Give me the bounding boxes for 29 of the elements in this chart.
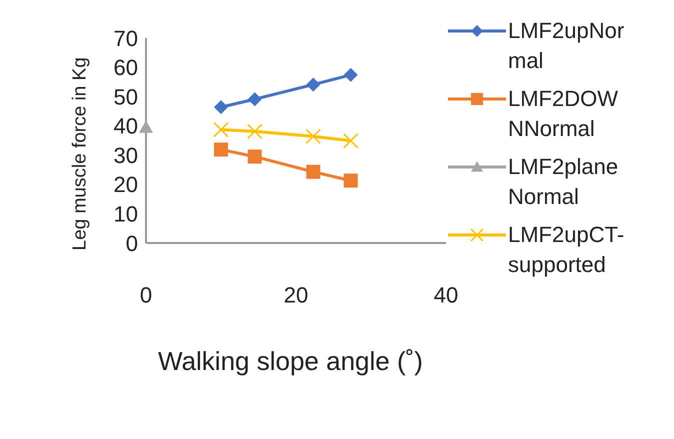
y-tick-label: 0 (126, 230, 138, 256)
point (139, 120, 153, 133)
point (213, 122, 229, 138)
point (344, 68, 358, 82)
point (306, 128, 321, 144)
point (214, 142, 228, 157)
point (248, 150, 262, 164)
y-axis-title: Leg muscle force in Kg (70, 57, 91, 250)
y-tick-label: 50 (114, 84, 138, 110)
point (306, 78, 320, 92)
x-tick-label: 40 (434, 282, 458, 308)
y-tick-label: 70 (114, 26, 138, 51)
x-axis-title: Walking slope angle (˚) (158, 346, 423, 377)
point (247, 124, 262, 140)
y-tick-label: 40 (114, 114, 138, 139)
legend-label: LMF2upNormal (508, 17, 626, 75)
point (214, 100, 228, 114)
legend-label: LMF2upCT-supported (508, 221, 626, 279)
legend-label: LMF2DOWNNormal (508, 85, 619, 143)
y-tick-label: 60 (114, 55, 138, 80)
point (343, 133, 358, 149)
point (248, 92, 262, 106)
y-tick-label: 20 (114, 172, 138, 198)
legend-label: LMF2planeNormal (508, 153, 620, 211)
y-tick-label: 30 (114, 142, 138, 168)
x-tick-label: 20 (284, 282, 308, 308)
point (306, 164, 320, 179)
y-tick-label: 10 (114, 202, 138, 227)
point (344, 174, 358, 188)
